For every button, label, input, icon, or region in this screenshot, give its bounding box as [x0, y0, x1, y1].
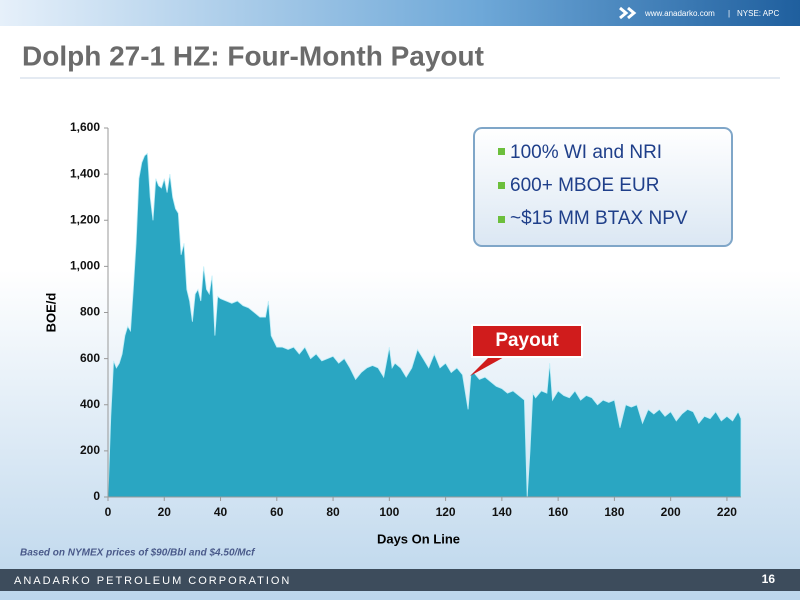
- x-tick-label: 80: [326, 505, 340, 519]
- x-tick-label: 220: [717, 505, 737, 519]
- highlights-box: 100% WI and NRI 600+ MBOE EUR ~$15 MM BT…: [473, 127, 733, 247]
- highlight: 600+ MBOE EUR: [510, 175, 659, 196]
- x-tick-label: 160: [548, 505, 568, 519]
- y-tick-label: 400: [80, 397, 100, 411]
- header-bar: [0, 0, 800, 26]
- footer-company: ANADARKO PETROLEUM CORPORATION: [14, 575, 291, 587]
- page-number: 16: [762, 572, 776, 586]
- header-separator: |: [728, 9, 730, 18]
- y-tick-label: 200: [80, 443, 100, 457]
- y-tick-label: 800: [80, 305, 100, 319]
- y-tick-label: 1,200: [70, 212, 100, 226]
- x-tick-label: 60: [270, 505, 284, 519]
- x-tick-label: 40: [214, 505, 228, 519]
- x-tick-label: 140: [492, 505, 512, 519]
- annotation: Payout: [495, 330, 559, 351]
- y-tick-label: 1,400: [70, 166, 100, 180]
- x-tick-label: 180: [604, 505, 624, 519]
- y-tick-label: 0: [93, 489, 100, 503]
- highlight: ~$15 MM BTAX NPV: [510, 208, 688, 229]
- header-site: www.anadarko.com: [644, 9, 715, 18]
- header-ticker: NYSE: APC: [737, 9, 779, 18]
- y-tick-label: 600: [80, 351, 100, 365]
- highlight: 100% WI and NRI: [510, 142, 662, 163]
- x-tick-label: 200: [661, 505, 681, 519]
- chart: 0 200 400 600 800 1,000 1,200 1,400 1,600 0 20 40 60…: [43, 120, 742, 546]
- footer-bar: [0, 569, 800, 591]
- area-fill: [107, 152, 742, 498]
- footnote: Based on NYMEX prices of $90/Bbl and $4.…: [20, 548, 256, 559]
- x-axis-label: Days On Line: [377, 531, 460, 546]
- y-tick-label: 1,600: [70, 120, 100, 134]
- x-tick-label: 100: [379, 505, 399, 519]
- x-tick-label: 20: [158, 505, 172, 519]
- slide-title: Dolph 27-1 HZ: Four-Month Payout: [22, 40, 484, 71]
- chevrons: [619, 6, 637, 20]
- x-tick-label: 0: [105, 505, 112, 519]
- y-tick-label: 1,000: [70, 259, 100, 273]
- y-axis-label: BOE/d: [43, 293, 58, 333]
- x-tick-label: 120: [436, 505, 456, 519]
- payout-callout: Payout: [470, 324, 583, 376]
